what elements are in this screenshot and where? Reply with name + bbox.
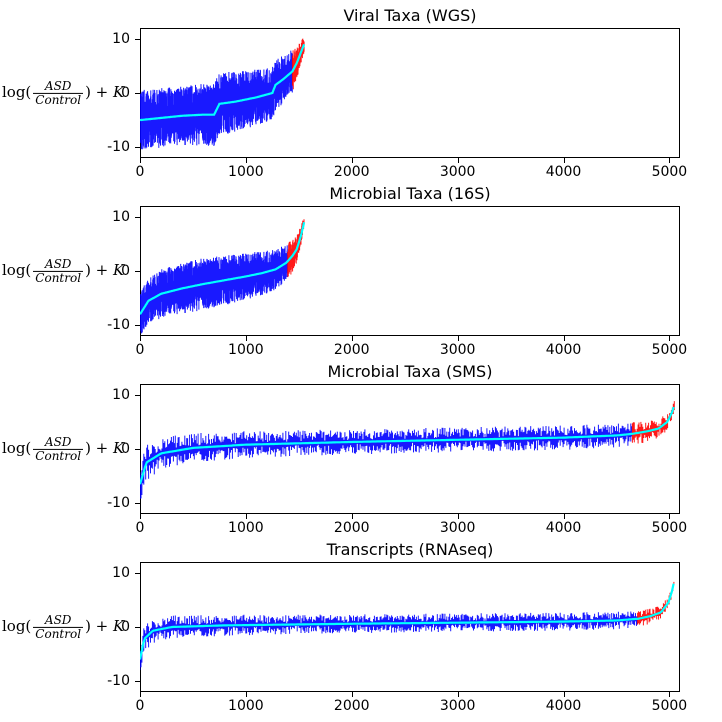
plot-svg	[140, 28, 680, 158]
xtick-label: 4000	[546, 520, 582, 536]
xtick-label: 0	[136, 520, 145, 536]
xtick-mark	[140, 692, 141, 697]
ytick-label: -10	[107, 673, 130, 689]
xtick-label: 1000	[228, 342, 264, 358]
plot-svg	[140, 562, 680, 692]
xtick-mark	[352, 158, 353, 163]
panel-title: Viral Taxa (WGS)	[140, 6, 680, 25]
ytick-label: 0	[121, 619, 130, 635]
y-axis-label: log(ASDControl) + K	[2, 436, 132, 462]
ytick-label: 0	[121, 441, 130, 457]
plot-svg	[140, 206, 680, 336]
xtick-mark	[669, 336, 670, 341]
panel-wgs: Viral Taxa (WGS)log(ASDControl) + K-1001…	[140, 28, 680, 158]
xtick-mark	[564, 336, 565, 341]
xtick-mark	[246, 336, 247, 341]
xtick-mark	[140, 336, 141, 341]
ytick-label: -10	[107, 139, 130, 155]
xtick-label: 1000	[228, 698, 264, 714]
panel-title: Microbial Taxa (SMS)	[140, 362, 680, 381]
xtick-mark	[669, 514, 670, 519]
xtick-label: 5000	[652, 698, 688, 714]
xtick-mark	[352, 692, 353, 697]
xtick-mark	[458, 692, 459, 697]
xtick-label: 4000	[546, 698, 582, 714]
xtick-label: 2000	[334, 520, 370, 536]
xtick-mark	[246, 692, 247, 697]
ytick-label: -10	[107, 317, 130, 333]
y-axis-label: log(ASDControl) + K	[2, 258, 132, 284]
xtick-label: 5000	[652, 164, 688, 180]
xtick-mark	[458, 336, 459, 341]
y-axis-label: log(ASDControl) + K	[2, 614, 132, 640]
panel-rnaseq: Transcripts (RNAseq)log(ASDControl) + K-…	[140, 562, 680, 692]
xtick-mark	[140, 158, 141, 163]
xtick-label: 2000	[334, 164, 370, 180]
red-series	[288, 219, 304, 277]
ytick-label: 10	[112, 31, 130, 47]
xtick-mark	[669, 692, 670, 697]
xtick-mark	[564, 692, 565, 697]
xtick-mark	[564, 514, 565, 519]
blue-series	[140, 424, 632, 500]
ytick-label: 10	[112, 209, 130, 225]
blue-series	[140, 612, 637, 671]
xtick-mark	[458, 158, 459, 163]
ytick-label: 10	[112, 565, 130, 581]
xtick-mark	[352, 514, 353, 519]
panel-16s: Microbial Taxa (16S)log(ASDControl) + K-…	[140, 206, 680, 336]
panel-title: Microbial Taxa (16S)	[140, 184, 680, 203]
ytick-label: 0	[121, 85, 130, 101]
blue-series	[140, 51, 292, 150]
xtick-label: 2000	[334, 698, 370, 714]
xtick-mark	[564, 158, 565, 163]
xtick-label: 1000	[228, 520, 264, 536]
xtick-label: 5000	[652, 342, 688, 358]
plot-svg	[140, 384, 680, 514]
y-axis-label: log(ASDControl) + K	[2, 80, 132, 106]
blue-series	[140, 245, 288, 333]
xtick-label: 1000	[228, 164, 264, 180]
panel-title: Transcripts (RNAseq)	[140, 540, 680, 559]
xtick-label: 3000	[440, 698, 476, 714]
xtick-mark	[246, 514, 247, 519]
xtick-label: 5000	[652, 520, 688, 536]
ytick-label: 10	[112, 387, 130, 403]
ytick-label: 0	[121, 263, 130, 279]
xtick-mark	[669, 158, 670, 163]
xtick-label: 0	[136, 164, 145, 180]
xtick-mark	[140, 514, 141, 519]
xtick-mark	[458, 514, 459, 519]
xtick-label: 4000	[546, 164, 582, 180]
xtick-label: 3000	[440, 164, 476, 180]
xtick-label: 4000	[546, 342, 582, 358]
xtick-label: 0	[136, 342, 145, 358]
multipanel-figure: Viral Taxa (WGS) log(ASDControl) + K -10 0 1…	[0, 0, 722, 722]
xtick-mark	[352, 336, 353, 341]
xtick-mark	[246, 158, 247, 163]
xtick-label: 3000	[440, 520, 476, 536]
ytick-label: -10	[107, 495, 130, 511]
xtick-label: 0	[136, 698, 145, 714]
panel-sms: Microbial Taxa (SMS)log(ASDControl) + K-…	[140, 384, 680, 514]
xtick-label: 2000	[334, 342, 370, 358]
xtick-label: 3000	[440, 342, 476, 358]
